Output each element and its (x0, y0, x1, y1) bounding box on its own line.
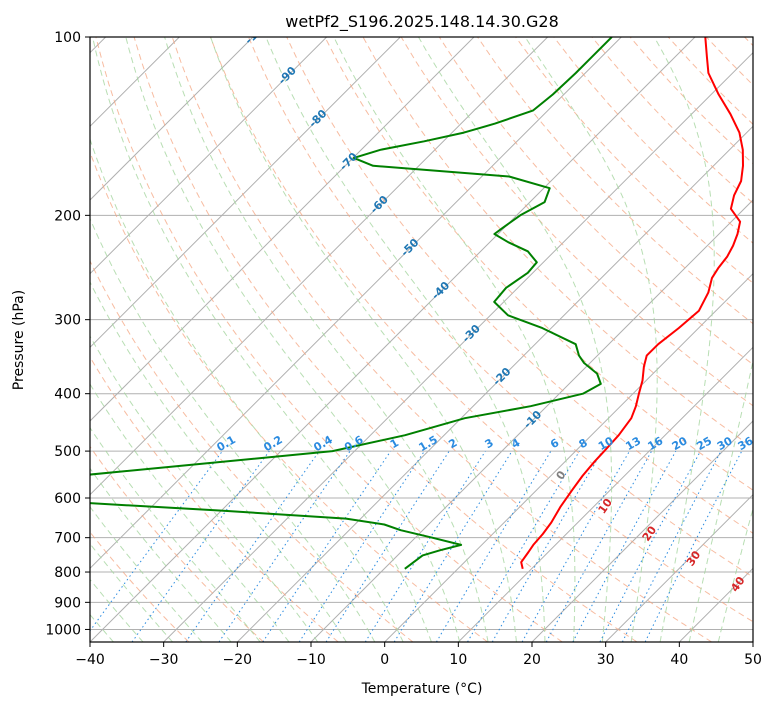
moist-adiabat-line (333, 37, 576, 642)
x-axis-title: Temperature (°C) (361, 681, 483, 697)
isotherm-line (531, 420, 753, 642)
moist-adiabat-line (210, 37, 517, 642)
y-tick-label: 400 (54, 387, 81, 403)
isotherm-line (605, 493, 753, 642)
moist-adiabat-line (90, 335, 319, 642)
mixing-ratio-line (572, 450, 677, 642)
dry-adiabat-line (286, 37, 753, 534)
x-tick-label: −30 (149, 652, 179, 668)
dry-adiabat-line (95, 37, 563, 642)
x-tick-label: 10 (449, 652, 467, 668)
profile-lines (90, 37, 744, 570)
mixing-ratio-line (599, 450, 701, 642)
y-tick-label: 200 (54, 208, 81, 224)
mixing-ratio-line (467, 450, 580, 642)
mixing-ratio-line (298, 450, 425, 642)
moist-adiabat-line (92, 37, 432, 642)
isotherm-line (90, 37, 254, 201)
isotherm-line (163, 51, 753, 642)
isotherm-line (90, 37, 328, 275)
moist-adiabat-line (164, 37, 489, 642)
y-tick-label: 800 (54, 565, 81, 581)
dewpoint-profile-line (90, 37, 613, 570)
dry-adiabat-line (477, 37, 753, 325)
isotherm-line (384, 272, 753, 642)
x-tick-label: 20 (523, 652, 541, 668)
y-tick-label: 300 (54, 313, 81, 329)
mixing-ratio-line (435, 450, 552, 642)
dry-adiabat-line (171, 37, 712, 642)
moist-adiabat-line (418, 37, 613, 642)
dry-adiabat-line (209, 37, 753, 623)
plot-frame (89, 36, 754, 643)
y-tick-label: 700 (54, 531, 81, 547)
dry-adiabat-line (248, 37, 753, 578)
x-tick-label: 40 (670, 652, 688, 668)
moist-adiabat-line (125, 37, 461, 642)
y-tick-label: 900 (54, 595, 81, 611)
dry-adiabat-line (90, 259, 414, 642)
moist-adiabat-line (90, 280, 347, 642)
isotherm-line (236, 125, 753, 642)
y-axis-title: Pressure (hPa) (11, 290, 27, 390)
moist-adiabat-line (90, 467, 232, 642)
y-tick-label: 1000 (45, 622, 81, 638)
moist-adiabat-line (524, 37, 658, 642)
moist-adiabat-line (90, 383, 290, 642)
mixing-ratio-line (262, 450, 392, 642)
moist-adiabat-line (90, 217, 376, 642)
mixing-ratio-line (364, 450, 486, 642)
x-axis-ticks: −40 −30 −20 −10 0 10 20 30 40 50 (75, 642, 762, 668)
x-tick-label: 50 (744, 652, 762, 668)
mixing-ratio-line (185, 450, 320, 642)
moist-adiabat-line (90, 542, 173, 642)
isotherm-line (90, 37, 401, 349)
isotherm-line (457, 346, 753, 642)
background-lines (90, 37, 753, 642)
mixing-ratio-line (325, 450, 450, 642)
mixing-ratio-line (393, 450, 513, 642)
isotherm-line (90, 37, 696, 642)
x-tick-label: −40 (75, 652, 105, 668)
moist-adiabat-line (90, 137, 404, 642)
moist-adiabat-line (90, 505, 203, 642)
mixing-ratio-label: 36 (736, 434, 756, 453)
moist-adiabat-line (90, 426, 261, 642)
isotherm-line (90, 37, 475, 422)
isotherm-line (90, 37, 622, 570)
x-tick-label: −20 (223, 652, 253, 668)
x-tick-label: −10 (296, 652, 326, 668)
y-tick-label: 500 (54, 444, 81, 460)
y-axis-ticks: 100 200 300 400 500 600 700 800 900 1000 (45, 30, 90, 638)
x-tick-label: 30 (597, 652, 615, 668)
dry-adiabat-line (90, 445, 264, 642)
moist-adiabat-line (265, 37, 546, 642)
moist-adiabat-line (717, 506, 753, 642)
temperature-profile-line (520, 37, 744, 570)
moist-adiabat-line (688, 358, 753, 642)
dry-adiabat-line (324, 37, 753, 491)
isotherm-line (90, 37, 549, 496)
dry-adiabat-line (515, 37, 753, 284)
y-tick-label: 100 (54, 30, 81, 46)
chart-title: wetPf2_S196.2025.148.14.30.G28 (285, 12, 559, 32)
x-tick-label: 0 (380, 652, 389, 668)
moist-adiabat-line (653, 37, 715, 642)
mixing-ratio-line (218, 450, 351, 642)
y-tick-label: 600 (54, 491, 81, 507)
moist-adiabat-line (90, 578, 144, 642)
